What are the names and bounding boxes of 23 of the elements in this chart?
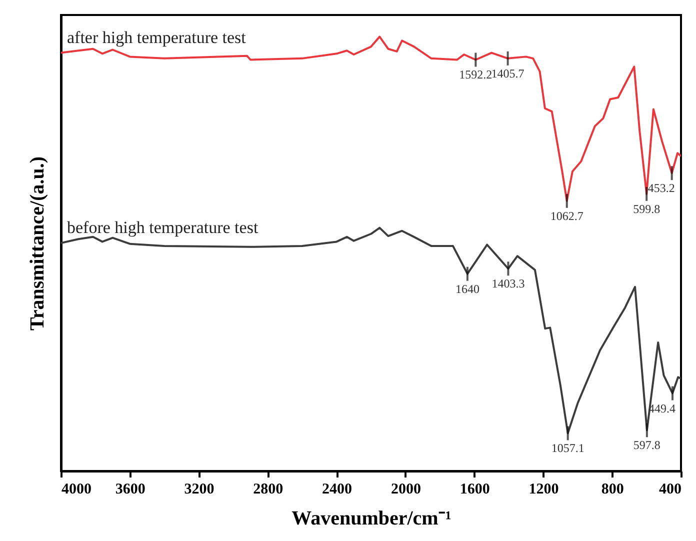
annotation: 597.8 bbox=[633, 438, 660, 452]
x-tick-label: 1200 bbox=[528, 482, 559, 498]
series-label: before high temperature test bbox=[67, 218, 258, 237]
x-tick-label: 2400 bbox=[322, 482, 352, 498]
x-tick-label: 4000 bbox=[62, 482, 92, 498]
annotation: 1592.2 bbox=[459, 68, 492, 82]
x-tick-label: 400 bbox=[659, 482, 682, 498]
series-label: after high temperature test bbox=[67, 28, 246, 47]
annotation: 1640 bbox=[455, 282, 480, 296]
x-tick-label: 3200 bbox=[184, 482, 214, 498]
y-axis-title: Transmittance/(a.u.) bbox=[26, 156, 48, 331]
annotation: 1062.7 bbox=[550, 208, 584, 223]
annotation: 599.8 bbox=[633, 202, 660, 216]
x-tick-label: 3600 bbox=[115, 482, 146, 498]
x-tick-label: 2800 bbox=[253, 482, 284, 498]
annotation: 1405.7 bbox=[491, 66, 524, 80]
annotation: 453.2 bbox=[648, 181, 675, 196]
x-axis-title: Wavenumber/cm⁻¹ bbox=[292, 508, 452, 530]
x-tick-label: 2000 bbox=[390, 482, 421, 498]
annotation: 1403.3 bbox=[492, 276, 525, 291]
annotation: 1057.1 bbox=[551, 441, 584, 456]
x-tick-label: 1600 bbox=[460, 482, 490, 498]
x-tick-label: 800 bbox=[601, 482, 624, 498]
